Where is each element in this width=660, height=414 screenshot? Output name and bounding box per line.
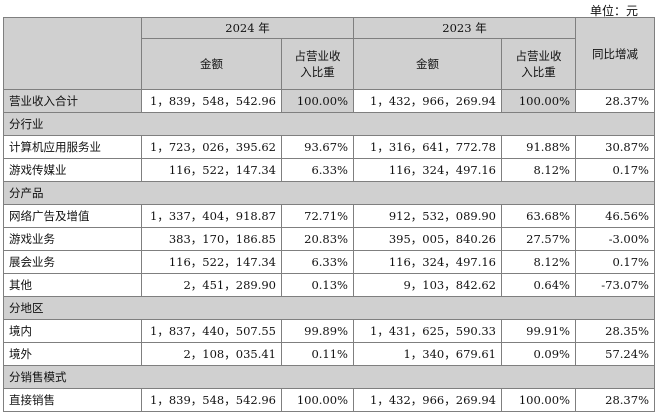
unit-label: 单位：元: [589, 4, 638, 18]
row-label: 网络广告及增值: [3, 204, 142, 228]
amount-2024-cell: 116，522，147.34: [141, 250, 282, 274]
table-row: 直接销售 1，839，548，542.96 100.00% 1，432，966，269…: [3, 388, 655, 412]
amount-2024-cell: 2，451，289.90: [141, 273, 282, 297]
header-amount-2023: 金额: [353, 38, 502, 90]
section-row: 分销售模式: [3, 365, 655, 389]
section-row: 分地区: [3, 296, 655, 320]
section-row: 分行业: [3, 112, 655, 136]
amount-2023-cell: 9，103，842.62: [353, 273, 502, 297]
header-amount-2024: 金额: [141, 38, 282, 90]
table-row: 其他 2，451，289.90 0.13% 9，103，842.62 0.64% -73.…: [3, 273, 655, 297]
amount-2024-cell: 116，522，147.34: [141, 158, 282, 182]
share-2023-cell: 0.64%: [501, 273, 576, 297]
yoy-cell: 0.17%: [575, 158, 655, 182]
yoy-cell: 28.37%: [575, 388, 655, 412]
section-label: 分销售模式: [3, 365, 655, 389]
table-row: 游戏传媒业 116，522，147.34 6.33% 116，324，497.16 8.…: [3, 158, 655, 182]
table-body: 营业收入合计 1，839，548，542.96 100.00% 1，432，966，2…: [3, 89, 655, 412]
yoy-cell: 0.17%: [575, 250, 655, 274]
share-2024-cell: 100.00%: [281, 388, 354, 412]
yoy-cell: 57.24%: [575, 342, 655, 366]
row-label: 游戏业务: [3, 227, 142, 251]
amount-2023-cell: 1，431，625，590.33: [353, 319, 502, 343]
amount-2023-cell: 1，316，641，772.78: [353, 135, 502, 159]
amount-2023-cell: 395，005，840.26: [353, 227, 502, 251]
row-label: 境外: [3, 342, 142, 366]
header-share-2023: 占营业收入比重: [501, 38, 576, 90]
share-2023-cell: 63.68%: [501, 204, 576, 228]
section-label: 分行业: [3, 112, 655, 136]
header-blank: [3, 17, 142, 90]
row-label: 境内: [3, 319, 142, 343]
section-row: 分产品: [3, 181, 655, 205]
table-row: 游戏业务 383，170，186.85 20.83% 395，005，840.26 27…: [3, 227, 655, 251]
amount-2023-cell: 1，432，966，269.94: [353, 388, 502, 412]
share-2023-cell: 8.12%: [501, 250, 576, 274]
total-row: 营业收入合计 1，839，548，542.96 100.00% 1，432，966，2…: [3, 89, 655, 113]
header-year-2023: 2023 年: [353, 17, 576, 39]
share-2023-cell: 8.12%: [501, 158, 576, 182]
header-year-2024: 2024 年: [141, 17, 354, 39]
table-row: 境内 1，837，440，507.55 99.89% 1，431，625，590.33…: [3, 319, 655, 343]
share-2023-cell: 100.00%: [501, 388, 576, 412]
amount-2023-cell: 1，340，679.61: [353, 342, 502, 366]
amount-2023-cell: 116，324，497.16: [353, 250, 502, 274]
table-row: 网络广告及增值 1，337，404，918.87 72.71% 912，532，089…: [3, 204, 655, 228]
amount-2024-cell: 1，337，404，918.87: [141, 204, 282, 228]
share-2023-cell: 99.91%: [501, 319, 576, 343]
share-2024-cell: 0.13%: [281, 273, 354, 297]
share-2023-cell: 0.09%: [501, 342, 576, 366]
row-label: 计算机应用服务业: [3, 135, 142, 159]
table-row: 计算机应用服务业 1，723，026，395.62 93.67% 1，316，641，…: [3, 135, 655, 159]
amount-2024-cell: 1，723，026，395.62: [141, 135, 282, 159]
share-2024-cell: 0.11%: [281, 342, 354, 366]
amount-2024-cell: 1，837，440，507.55: [141, 319, 282, 343]
share-2023-cell: 100.00%: [501, 89, 576, 113]
row-label: 其他: [3, 273, 142, 297]
revenue-table: 2024 年 2023 年 同比增减 金额 占营业收入比重 金额 占营业收入比重…: [3, 17, 655, 412]
share-2024-cell: 72.71%: [281, 204, 354, 228]
share-2024-cell: 93.67%: [281, 135, 354, 159]
yoy-cell: 30.87%: [575, 135, 655, 159]
amount-2024-cell: 383，170，186.85: [141, 227, 282, 251]
amount-2023-cell: 1，432，966，269.94: [353, 89, 502, 113]
section-label: 分产品: [3, 181, 655, 205]
yoy-cell: 46.56%: [575, 204, 655, 228]
amount-2023-cell: 116，324，497.16: [353, 158, 502, 182]
amount-2024-cell: 1，839，548，542.96: [141, 89, 282, 113]
yoy-cell: -73.07%: [575, 273, 655, 297]
table-row: 境外 2，108，035.41 0.11% 1，340，679.61 0.09% 57.2…: [3, 342, 655, 366]
section-label: 分地区: [3, 296, 655, 320]
share-2023-cell: 91.88%: [501, 135, 576, 159]
row-label: 营业收入合计: [3, 89, 142, 113]
share-2024-cell: 6.33%: [281, 158, 354, 182]
share-2023-cell: 27.57%: [501, 227, 576, 251]
share-2024-cell: 20.83%: [281, 227, 354, 251]
share-2024-cell: 6.33%: [281, 250, 354, 274]
amount-2024-cell: 2，108，035.41: [141, 342, 282, 366]
yoy-cell: -3.00%: [575, 227, 655, 251]
amount-2024-cell: 1，839，548，542.96: [141, 388, 282, 412]
yoy-cell: 28.35%: [575, 319, 655, 343]
amount-2023-cell: 912，532，089.90: [353, 204, 502, 228]
header-share-2024: 占营业收入比重: [281, 38, 354, 90]
row-label: 展会业务: [3, 250, 142, 274]
table-row: 展会业务 116，522，147.34 6.33% 116，324，497.16 8.1…: [3, 250, 655, 274]
row-label: 游戏传媒业: [3, 158, 142, 182]
yoy-cell: 28.37%: [575, 89, 655, 113]
share-2024-cell: 100.00%: [281, 89, 354, 113]
share-2024-cell: 99.89%: [281, 319, 354, 343]
header-yoy: 同比增减: [575, 17, 655, 90]
row-label: 直接销售: [3, 388, 142, 412]
